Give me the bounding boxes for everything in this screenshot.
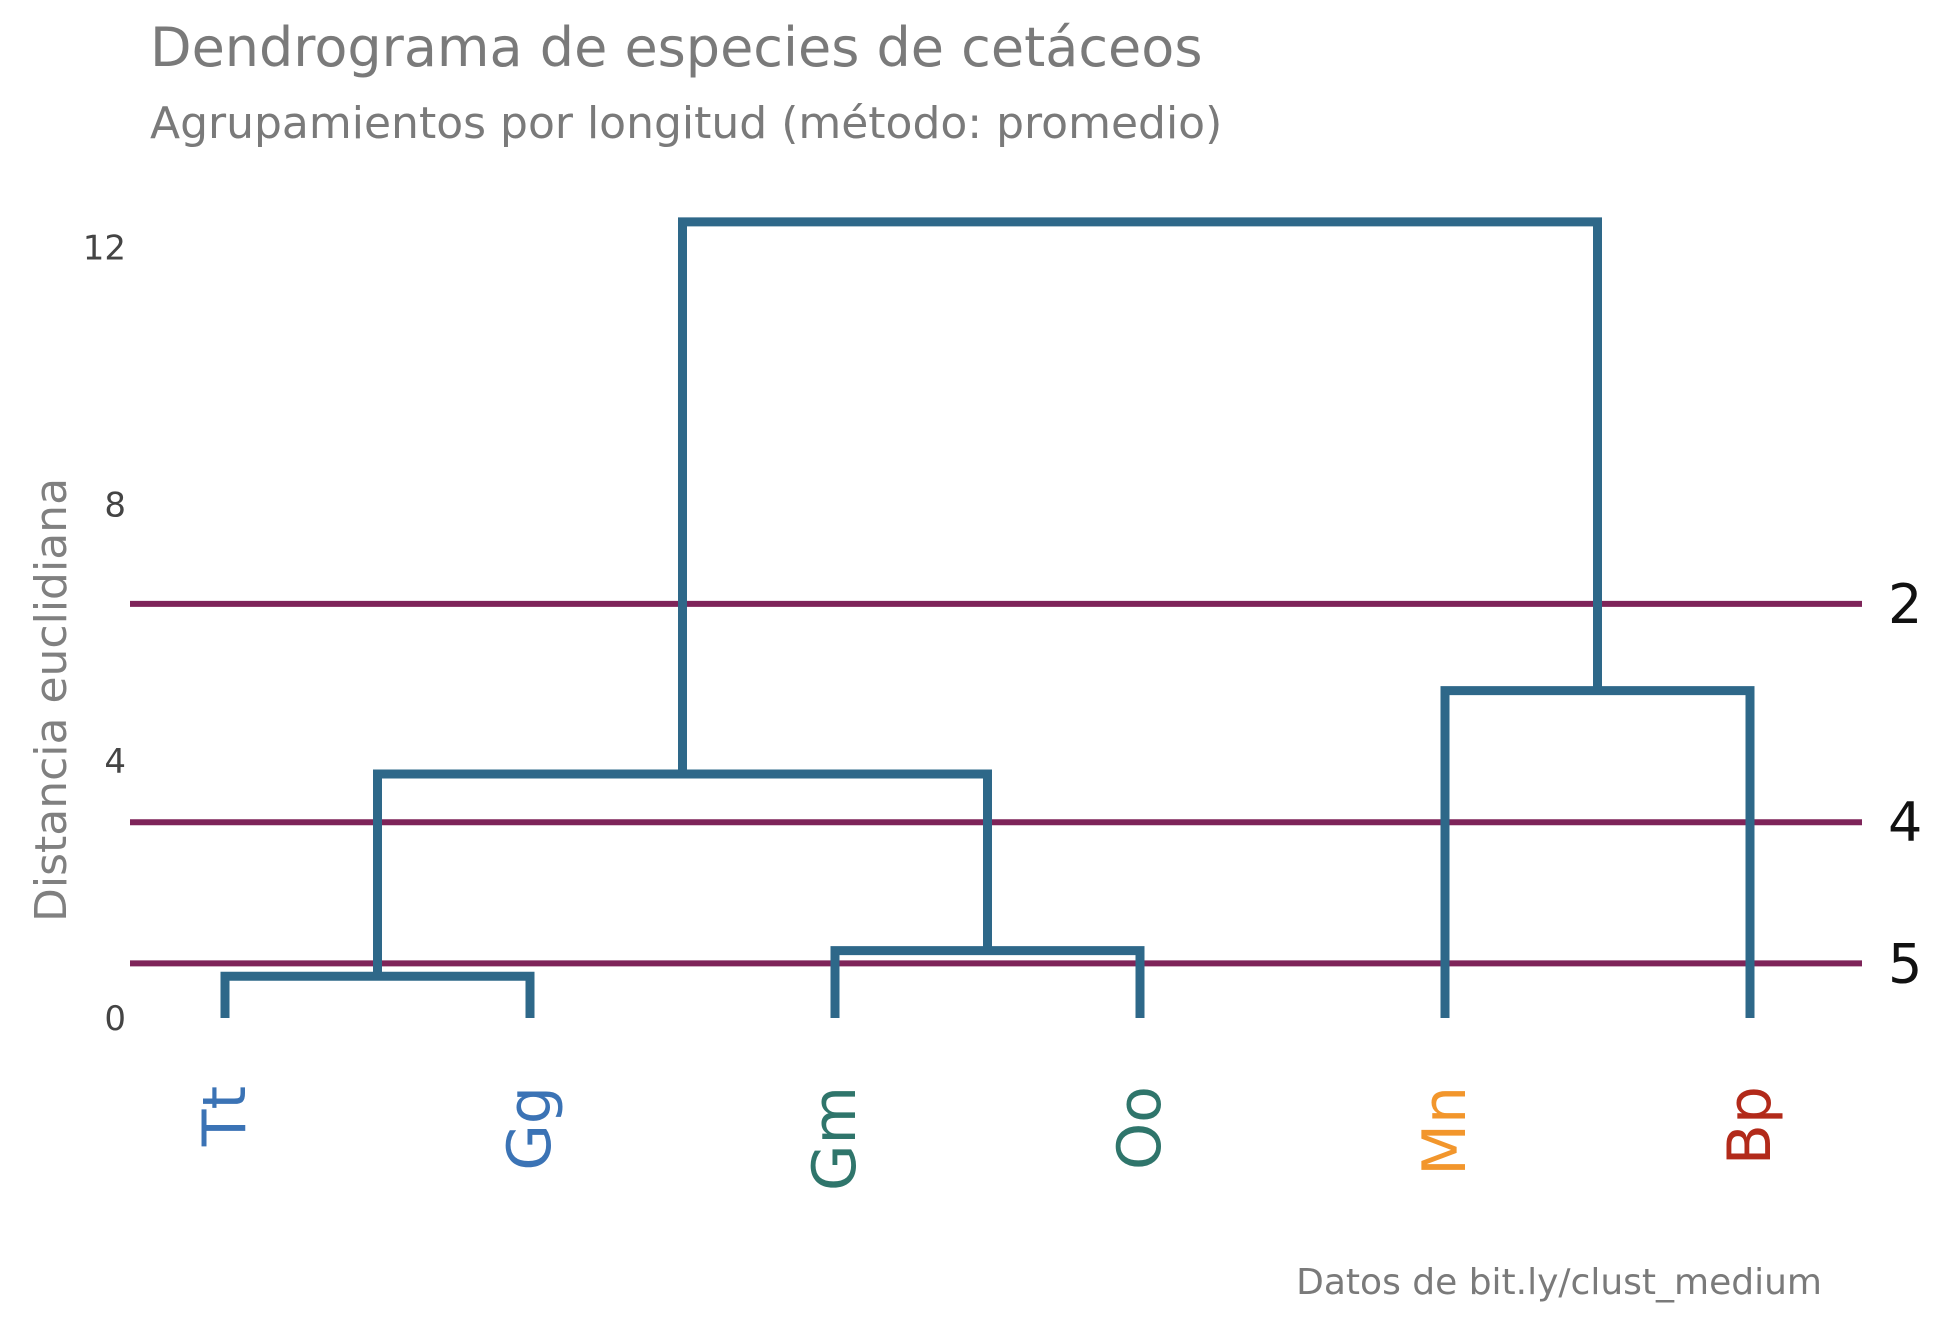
leaf-label: Mn [1410, 1086, 1480, 1176]
cut-line-label: 2 [1888, 573, 1922, 636]
leaf-label: Oo [1105, 1086, 1175, 1170]
dendrogram-link [373, 769, 992, 977]
cut-lines: 2 4 5 [130, 573, 1922, 995]
leaf-label: Gm [800, 1086, 870, 1191]
dendrogram-link [220, 971, 535, 1018]
y-tick-label: 4 [104, 742, 126, 782]
leaf-label: Tt [190, 1086, 260, 1147]
y-axis-ticks: 0 4 8 12 [83, 229, 126, 1039]
leaf-labels: Tt Gg Gm Oo Mn Bp [190, 1086, 1785, 1191]
y-axis-label: Distancia euclidiana [26, 478, 77, 922]
cut-line-label: 4 [1888, 791, 1922, 854]
chart-caption: Datos de bit.ly/clust_medium [1296, 1262, 1822, 1303]
y-tick-label: 12 [83, 229, 126, 269]
y-tick-label: 8 [104, 485, 126, 525]
leaf-label: Gg [495, 1086, 565, 1171]
dendrogram-branches [220, 217, 1755, 1018]
cut-line-label: 5 [1888, 932, 1922, 995]
dendrogram-link [678, 217, 1602, 775]
chart-title: Dendrograma de especies de cetáceos [150, 16, 1202, 79]
chart-subtitle: Agrupamientos por longitud (método: prom… [150, 98, 1222, 149]
dendrogram-link [1440, 686, 1755, 1018]
leaf-label: Bp [1715, 1086, 1785, 1165]
y-tick-label: 0 [104, 999, 126, 1039]
